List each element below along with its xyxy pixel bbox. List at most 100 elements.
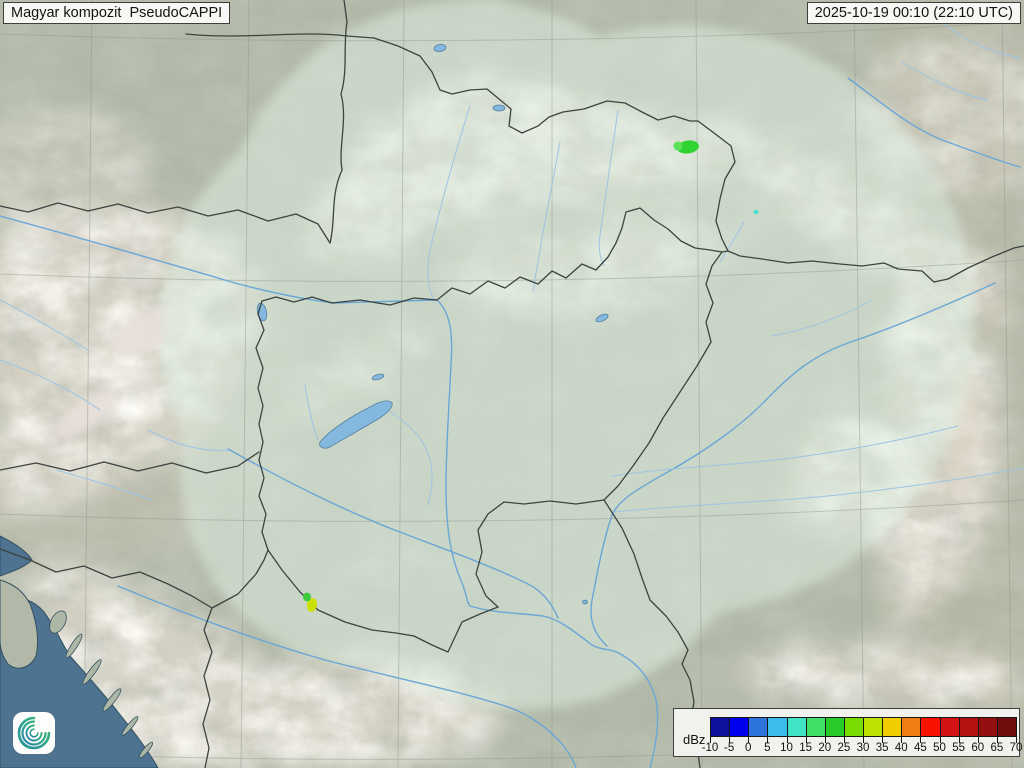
legend-color-swatch <box>996 717 1017 737</box>
legend-tick-mark <box>767 737 769 743</box>
legend-tick-label: 0 <box>745 742 752 754</box>
border-baranja <box>475 501 505 608</box>
border-at-si <box>0 451 260 474</box>
legend-tick-mark <box>939 737 941 743</box>
border-at-sk <box>261 296 333 304</box>
legend-unit-label: dBz <box>683 732 706 747</box>
echo-yellow-core <box>306 598 318 612</box>
legend-tick-mark <box>729 737 731 743</box>
echo-cyan-speck <box>753 210 759 214</box>
istria-peninsula <box>0 579 39 669</box>
dbz-legend: dBz -10 -5 0 5 10 15 20 25 30 35 40 45 50 55 60 65 70 <box>673 708 1023 757</box>
echo-green-fringe <box>673 141 683 151</box>
legend-tick-mark <box>882 737 884 743</box>
logo-spiral <box>17 716 51 750</box>
legend-color-swatch <box>863 717 884 737</box>
river-danube <box>0 215 659 768</box>
legend-tick-label: 35 <box>875 742 889 754</box>
river-drava <box>227 448 559 619</box>
legend-tick-label: 60 <box>971 742 985 754</box>
legend-tick-mark <box>958 737 960 743</box>
legend-tick-label: 50 <box>933 742 946 754</box>
legend-tick-label: 25 <box>837 742 851 754</box>
minor-rivers <box>0 19 1024 513</box>
legend-color-swatch <box>901 717 922 737</box>
lake-balaton <box>319 400 393 449</box>
legend-tick-label: -5 <box>724 742 735 754</box>
timestamp-label: 2025-10-19 00:10 (22:10 UTC) <box>806 2 1021 24</box>
legend-tick-mark <box>805 737 807 743</box>
border-hu-west <box>255 300 269 551</box>
border-at-cz <box>0 202 331 244</box>
border-ua-ro <box>727 245 1024 283</box>
legend-tick-mark <box>863 737 864 743</box>
legend-tick-label: 40 <box>894 742 908 754</box>
legend-color-swatch <box>958 717 979 737</box>
legend-tick-mark <box>901 737 903 743</box>
radar-coverage-area <box>160 0 975 710</box>
legend-tick-mark <box>786 737 788 743</box>
border-hr-hu-corner <box>211 549 269 609</box>
border-hu-ro <box>603 341 712 501</box>
legend-color-swatch <box>767 717 788 737</box>
legend-tick-mark <box>920 737 922 743</box>
legend-tick-mark <box>1016 737 1017 743</box>
legend-tick-mark <box>748 737 750 743</box>
legend-color-swatch <box>805 717 826 737</box>
border-hu-hr <box>267 549 499 653</box>
river-tisza <box>590 282 996 647</box>
legend-tick-mark <box>710 737 711 743</box>
adriatic-islands <box>49 610 154 759</box>
river-upper-tisza <box>847 77 1021 168</box>
border-hu-ua <box>705 251 723 343</box>
legend-color-swatch <box>882 717 903 737</box>
legend-color-swatch <box>710 717 731 737</box>
border-hu-sk-danube <box>331 297 438 306</box>
legend-tick-mark <box>843 737 845 743</box>
border-cz-sk <box>329 0 348 244</box>
border-hr-ba <box>202 607 213 768</box>
legend-tick-label: 55 <box>952 742 966 754</box>
legend-tick-label: 45 <box>913 742 927 754</box>
legend-tick-mark <box>824 737 826 743</box>
legend-color-swatch <box>786 717 807 737</box>
legend-color-swatch <box>939 717 960 737</box>
legend-color-swatch <box>729 717 750 737</box>
border-sk-ua <box>697 120 736 252</box>
echo-layer <box>303 140 759 612</box>
echo-green-core <box>677 140 699 154</box>
border-hu-sk <box>436 207 729 301</box>
legend-tick-mark <box>977 737 979 743</box>
legend-tick-label: 70 <box>1009 742 1023 754</box>
lake-liptovska <box>492 104 506 112</box>
met-spiral-logo-icon <box>13 712 55 754</box>
legend-color-swatch <box>920 717 941 737</box>
lake-orava <box>433 43 447 53</box>
river-sava <box>117 585 577 768</box>
border-si-hr <box>0 548 213 609</box>
legend-tick-label: 20 <box>818 742 832 754</box>
rivers <box>0 77 1021 768</box>
lake-palic <box>582 599 588 605</box>
legend-tick-label: 5 <box>764 742 771 754</box>
border-hu-rs <box>503 499 605 505</box>
legend-tick-label: 10 <box>780 742 793 754</box>
echo-green-cap <box>303 592 311 602</box>
gulf-of-trieste <box>0 535 33 577</box>
border-pl-sk <box>346 35 699 134</box>
legend-tick-mark <box>996 737 998 743</box>
lakes <box>256 43 609 605</box>
lake-tisza <box>595 313 609 323</box>
legend-tick-label: 65 <box>990 742 1004 754</box>
legend-tick-label: -10 <box>701 742 719 754</box>
legend-tick-label: 15 <box>799 742 813 754</box>
legend-color-swatch <box>824 717 845 737</box>
legend-color-swatch <box>748 717 769 737</box>
border-cz-pl <box>185 33 348 37</box>
legend-color-scale <box>710 717 1017 737</box>
product-title: Magyar kompozit PseudoCAPPI <box>3 2 231 24</box>
